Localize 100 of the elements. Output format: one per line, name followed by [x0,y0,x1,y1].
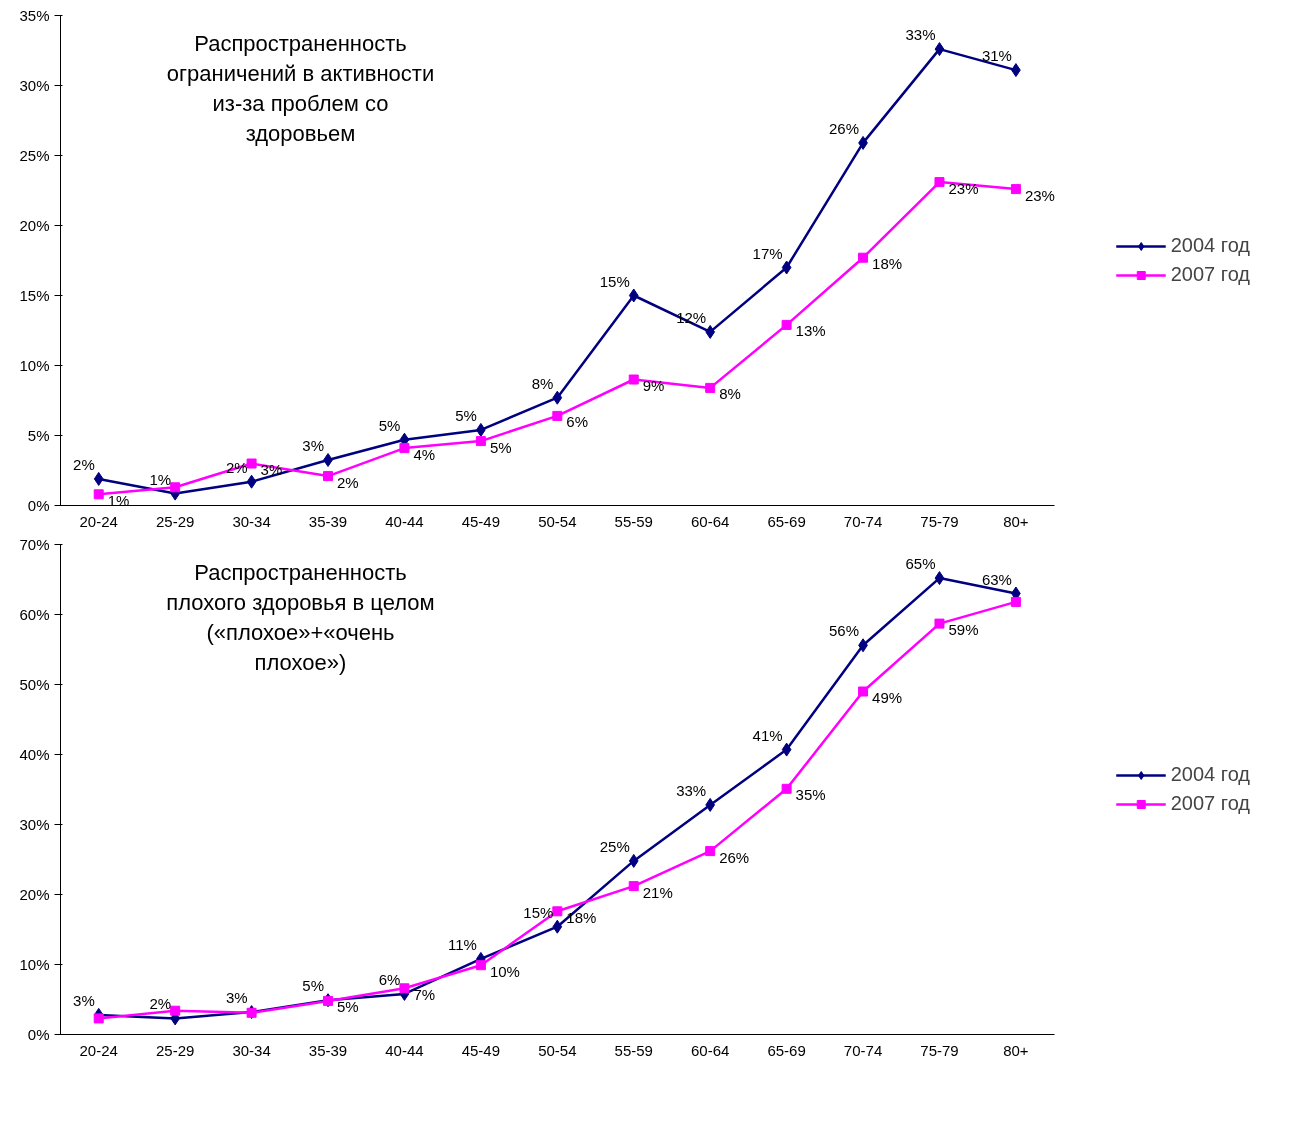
legend-label: 2007 год [1170,792,1250,815]
x-tick-label: 80+ [1003,512,1029,530]
x-tick-label: 55-59 [614,512,653,530]
point [399,983,410,994]
data-label: 26% [719,848,750,866]
legend-label: 2004 год [1170,763,1250,786]
y-tick-label: 70% [19,536,50,553]
point [170,1005,181,1016]
point [934,177,945,188]
data-label: 5% [455,406,477,424]
x-tick-label: 20-24 [79,512,118,530]
point [628,374,639,385]
data-label: 35% [795,786,826,804]
data-label: 4% [413,445,436,463]
data-label: 25% [599,837,630,855]
point [858,252,869,263]
legend-label: 2007 год [1170,263,1250,286]
data-label: 2% [73,455,95,473]
data-label: 33% [905,26,936,44]
point [781,319,792,330]
data-label: 8% [719,385,741,403]
point [781,742,792,757]
y-tick-label: 5% [27,427,50,444]
data-label: 2% [149,995,172,1013]
x-tick-label: 70-74 [843,1041,883,1059]
y-tick-label: 50% [19,676,50,693]
data-label: 31% [981,47,1012,65]
y-tick-label: 60% [19,606,50,623]
x-tick-label: 75-79 [920,512,959,530]
annotation: Распространенность ограничений в активности из-за проблем со здоровьем [166,30,435,146]
point [552,906,563,917]
y-tick-label: 0% [27,497,50,514]
x-tick-label: 75-79 [920,1041,959,1059]
data-label: 23% [1024,186,1055,204]
point [323,453,333,467]
data-label: 65% [905,555,936,573]
point [628,853,639,868]
data-label: 12% [676,308,707,326]
data-label: 5% [489,438,512,456]
data-label: 15% [599,272,630,290]
point [323,471,334,482]
data-label: 17% [752,244,783,262]
y-tick-label: 15% [19,287,50,304]
data-label: 21% [642,883,673,901]
point [552,410,563,421]
x-tick-label: 40-44 [385,1041,424,1059]
x-tick-label: 40-44 [385,512,424,530]
x-tick-label: 20-24 [79,1041,118,1059]
x-tick-label: 30-34 [232,1041,271,1059]
point [705,846,716,857]
x-tick-label: 65-69 [767,1041,806,1059]
point [781,783,792,794]
y-tick-label: 20% [19,217,50,234]
data-label: 56% [829,622,860,640]
y-tick-label: 40% [19,746,50,763]
data-label: 23% [948,179,979,197]
y-tick-label: 10% [19,956,50,973]
point [858,686,869,697]
data-label: 41% [752,726,783,744]
data-label: 1% [149,470,172,488]
point [934,618,945,629]
annotation: Распространенность плохого здоровья в целом («плохое»+«очень плохое») [166,559,435,675]
x-tick-label: 50-54 [538,1041,577,1059]
point [934,42,945,57]
data-label: 6% [378,970,401,988]
data-label: 63% [981,570,1012,588]
point [1010,184,1021,195]
point [475,960,486,971]
y-tick-label: 20% [19,886,50,903]
data-label: 3% [302,437,325,454]
point [552,919,563,934]
y-tick-label: 30% [19,816,50,833]
point [93,1013,104,1024]
point [246,474,257,489]
data-label: 18% [872,255,903,273]
point [705,382,716,393]
point [170,482,181,493]
data-label: 18% [566,908,597,926]
x-tick-label: 45-49 [461,512,501,530]
point [628,881,639,892]
data-label: 33% [676,781,707,799]
point [399,443,410,454]
legend-label: 2004 год [1170,234,1250,257]
point [93,471,104,486]
x-tick-label: 80+ [1003,1041,1029,1059]
point [475,436,486,447]
y-tick-label: 30% [19,77,50,94]
data-label: 10% [489,962,520,980]
data-label: 3% [73,991,95,1009]
point [781,260,792,275]
point [628,288,639,303]
x-tick-label: 35-39 [308,512,348,530]
data-label: 6% [566,413,588,431]
x-tick-label: 70-74 [843,512,883,530]
data-label: 3% [225,989,248,1007]
y-tick-label: 10% [19,357,50,374]
point [552,390,563,405]
data-label: 11% [447,935,477,953]
data-label: 5% [302,977,325,995]
point [934,571,945,586]
